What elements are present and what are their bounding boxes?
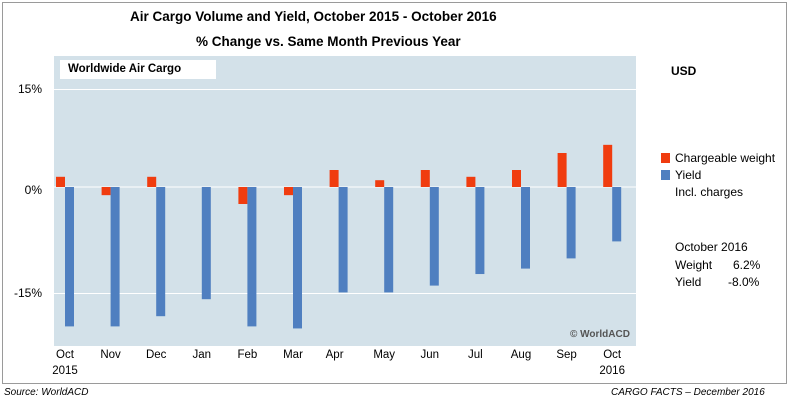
- x-tick-label: Feb: [237, 349, 258, 361]
- bar-chargeable-weight: [557, 153, 567, 187]
- summary-heading: October 2016: [675, 240, 748, 254]
- x-tick-label: Apr: [325, 349, 344, 361]
- x-tick-label: Sep: [556, 349, 577, 361]
- bar-yield: [566, 187, 576, 259]
- gridline-minus15: [54, 293, 636, 294]
- x-tick-label: Oct: [603, 349, 622, 361]
- summary-yield-label: Yield: [675, 275, 702, 289]
- bar-yield: [338, 187, 348, 293]
- x-tick-label: Mar: [283, 349, 303, 361]
- x-tick-year-label: 2015: [52, 365, 78, 377]
- y-tick-label: 15%: [17, 82, 42, 96]
- bar-yield: [156, 187, 166, 317]
- summary-yield-value: -8.0%: [728, 275, 760, 289]
- x-tick-label: Nov: [100, 349, 121, 361]
- x-tick-label: Jun: [420, 349, 440, 361]
- bar-chargeable-weight: [603, 144, 613, 187]
- bar-yield: [247, 187, 257, 327]
- bar-chargeable-weight: [512, 170, 521, 187]
- bar-chargeable-weight: [420, 170, 430, 187]
- x-tick-label: May: [373, 349, 396, 361]
- bar-chargeable-weight: [56, 176, 65, 187]
- legend-note-yield: Incl. charges: [675, 185, 744, 199]
- bar-yield: [65, 187, 74, 327]
- panel-label-box: [60, 60, 216, 79]
- y-tick-label: -15%: [13, 286, 42, 300]
- bar-chargeable-weight: [284, 187, 293, 196]
- x-tick-label: Dec: [145, 349, 167, 361]
- bar-yield: [475, 187, 485, 275]
- chart-title: Air Cargo Volume and Yield, October 2015…: [130, 9, 497, 24]
- legend-swatch-yield: [661, 170, 670, 180]
- bar-yield: [612, 187, 622, 242]
- bar-chargeable-weight: [329, 170, 339, 187]
- legend-label-yield: Yield: [675, 168, 702, 182]
- summary-weight-value: 6.2%: [733, 258, 761, 272]
- legend-label-weight: Chargeable weight: [675, 151, 776, 165]
- source-note: Source: WorldACD: [4, 387, 89, 398]
- bar-chargeable-weight: [147, 176, 157, 187]
- chart-subtitle: % Change vs. Same Month Previous Year: [196, 34, 461, 49]
- bar-chargeable-weight: [101, 187, 111, 196]
- gridline-15: [54, 89, 636, 90]
- chart-frame: [2, 2, 787, 384]
- bar-yield: [384, 187, 394, 293]
- bar-yield: [429, 187, 439, 286]
- x-tick-year-label: 2016: [599, 365, 625, 377]
- bar-chargeable-weight: [375, 180, 385, 187]
- summary-weight-label: Weight: [675, 258, 713, 272]
- credit-note: CARGO FACTS – December 2016: [611, 387, 765, 398]
- y-tick-label: 0%: [24, 183, 42, 197]
- x-tick-label: Jul: [468, 349, 483, 361]
- panel-label: Worldwide Air Cargo: [68, 63, 182, 75]
- bar-chargeable-weight: [466, 176, 476, 187]
- bar-chargeable-weight: [238, 187, 248, 204]
- legend-swatch-weight: [661, 153, 670, 163]
- x-tick-label: Aug: [510, 349, 532, 361]
- x-tick-label: Oct: [56, 349, 74, 361]
- x-tick-label: Jan: [192, 349, 212, 361]
- bar-yield: [110, 187, 120, 327]
- watermark: © WorldACD: [570, 329, 630, 340]
- bar-yield: [521, 187, 530, 269]
- unit-label: USD: [671, 64, 697, 78]
- bar-yield: [201, 187, 211, 300]
- bar-yield: [293, 187, 302, 329]
